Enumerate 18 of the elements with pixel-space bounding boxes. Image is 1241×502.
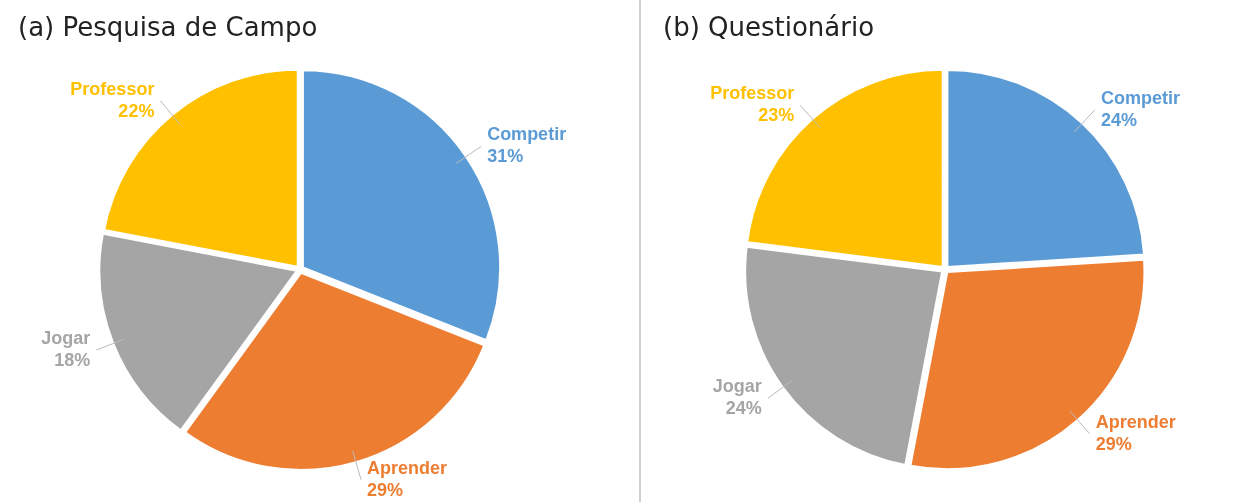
slice-label: Jogar bbox=[712, 376, 762, 397]
slice-label: Competir bbox=[1100, 87, 1180, 108]
slice-label: Aprender bbox=[367, 457, 448, 478]
data-label: 23% bbox=[758, 105, 795, 126]
data-label: 24% bbox=[725, 398, 762, 419]
data-label: 29% bbox=[1095, 433, 1132, 454]
data-label: 24% bbox=[1100, 109, 1137, 130]
data-label: 29% bbox=[367, 479, 404, 500]
chart-title: (a) Pesquisa de Campo bbox=[18, 12, 318, 42]
chart-title: (b) Questionário bbox=[663, 12, 875, 42]
data-label: 31% bbox=[487, 146, 524, 167]
slice-label: Professor bbox=[70, 78, 155, 99]
slice-label: Jogar bbox=[41, 328, 91, 349]
slice-label: Aprender bbox=[1095, 411, 1176, 432]
data-label: 18% bbox=[54, 350, 91, 371]
data-label: 22% bbox=[118, 100, 155, 121]
slice-label: Competir bbox=[487, 124, 567, 145]
slice-label: Professor bbox=[710, 83, 795, 104]
